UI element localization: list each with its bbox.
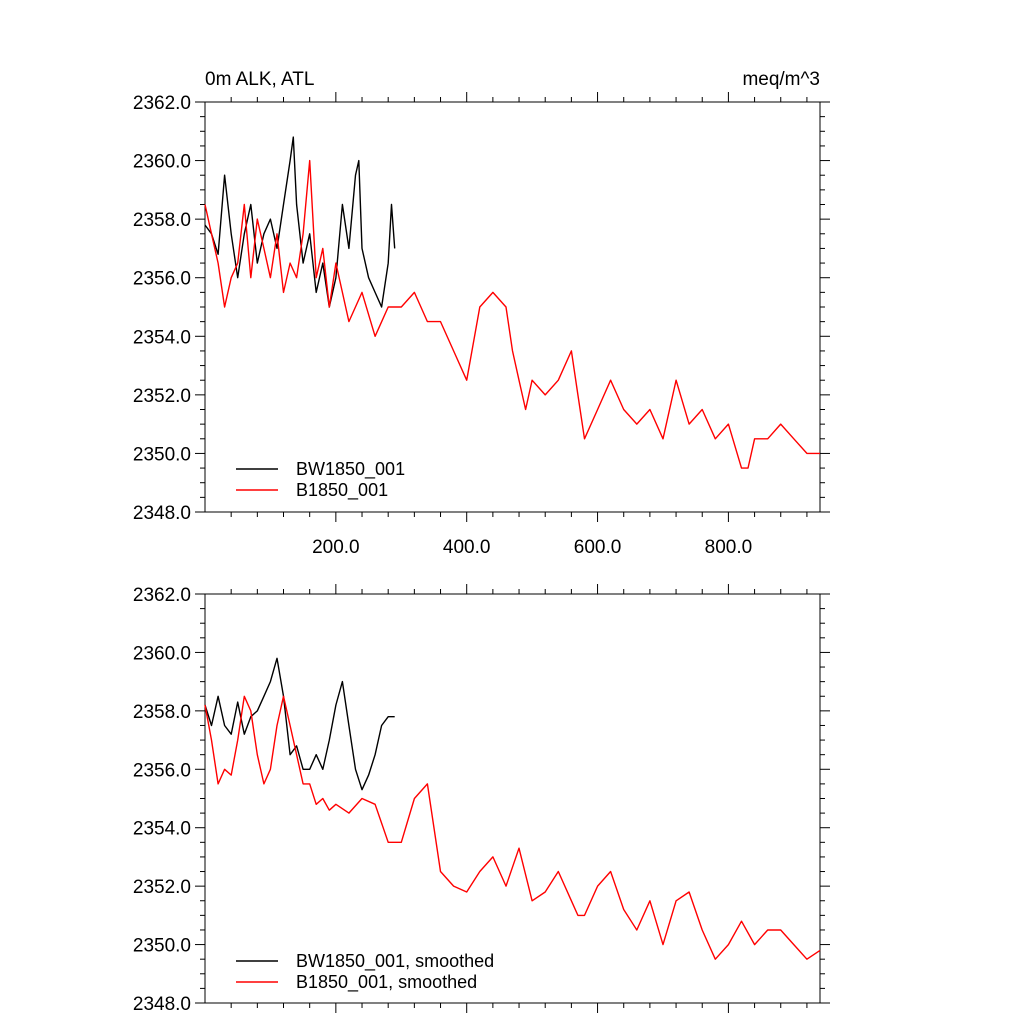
y-tick-label: 2354.0 (133, 819, 191, 840)
series-line-0 (204, 136, 396, 308)
y-tick-label: 2352.0 (133, 877, 191, 898)
y-tick-label: 2348.0 (133, 503, 191, 524)
series-line-1 (204, 695, 821, 960)
legend-label: BW1850_001, smoothed (296, 951, 494, 972)
x-tick-label: 800.0 (705, 537, 753, 558)
chart-title-right: meq/m^3 (742, 69, 820, 90)
y-tick-label: 2354.0 (133, 327, 191, 348)
y-tick-label: 2362.0 (133, 93, 191, 114)
y-tick-label: 2358.0 (133, 210, 191, 231)
y-tick-label: 2356.0 (133, 269, 191, 290)
plot-frame (204, 593, 821, 1004)
chart-title-left: 0m ALK, ATL (205, 69, 314, 90)
x-tick-label: 600.0 (574, 537, 622, 558)
y-tick-label: 2350.0 (133, 444, 191, 465)
y-tick-label: 2348.0 (133, 994, 191, 1015)
series-line-0 (204, 657, 395, 791)
y-tick-label: 2358.0 (133, 702, 191, 723)
legend-label: B1850_001 (296, 480, 388, 501)
y-tick-label: 2352.0 (133, 386, 191, 407)
y-tick-label: 2360.0 (133, 152, 191, 173)
top-panel: 2348.0 2350.0 2352.0 2354.0 2356.0 2358.0 2360… (133, 69, 830, 558)
x-tick-label: 200.0 (312, 537, 360, 558)
legend-label: BW1850_001 (296, 459, 405, 480)
series-line-1 (204, 159, 820, 469)
x-tick-label: 400.0 (443, 537, 491, 558)
y-tick-label: 2362.0 (133, 585, 191, 606)
y-tick-label: 2356.0 (133, 760, 191, 781)
bottom-panel: 2348.0 2350.0 2352.0 2354.0 2356.0 2358.0 2360… (133, 584, 830, 1015)
plot-frame (204, 101, 821, 513)
legend-label: B1850_001, smoothed (296, 972, 477, 993)
y-tick-label: 2360.0 (133, 643, 191, 664)
y-tick-label: 2350.0 (133, 936, 191, 957)
